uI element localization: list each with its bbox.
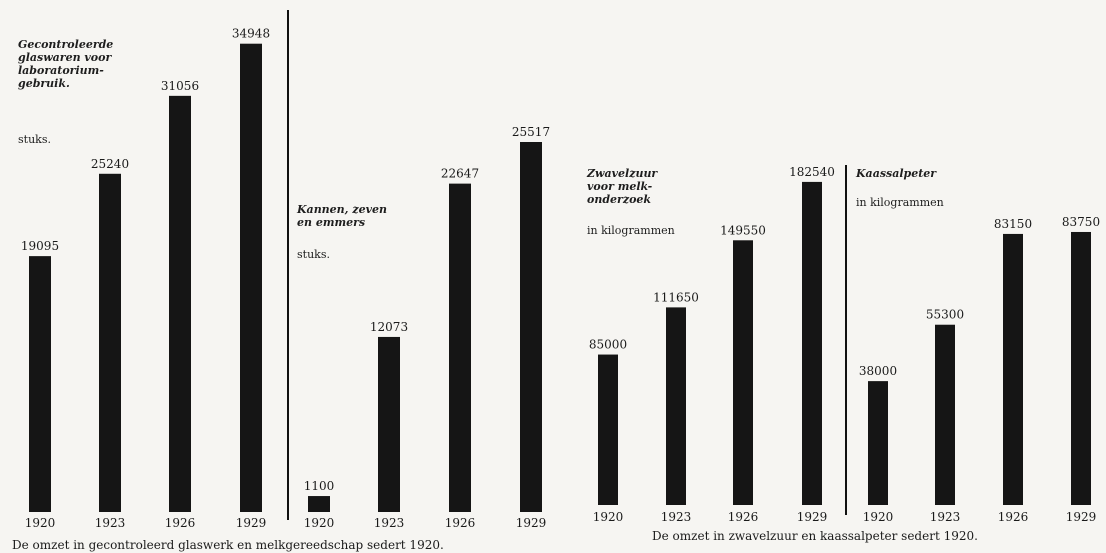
year-label-kannen-1929: 1929 — [516, 516, 547, 530]
year-label-glassware-1926: 1926 — [165, 516, 196, 530]
caption-left: De omzet in gecontroleerd glaswerk en me… — [12, 538, 444, 552]
bar-zwavelzuur-1929 — [802, 181, 822, 505]
value-label-kannen-1929: 25517 — [512, 125, 550, 139]
value-label-zwavelzuur-1929: 182540 — [789, 165, 835, 179]
bar-zwavelzuur-1920 — [598, 354, 618, 505]
bar-glassware-1923 — [99, 173, 121, 512]
year-label-kannen-1926: 1926 — [445, 516, 476, 530]
value-label-kaassalpeter-1926: 83150 — [994, 217, 1032, 231]
bar-glassware-1929 — [240, 43, 262, 512]
bar-zwavelzuur-1923 — [666, 307, 686, 505]
year-label-glassware-1923: 1923 — [95, 516, 126, 530]
bar-zwavelzuur-1926 — [733, 240, 753, 505]
value-label-glassware-1926: 31056 — [161, 79, 199, 93]
year-label-kannen-1920: 1920 — [304, 516, 335, 530]
value-label-glassware-1929: 34948 — [232, 27, 270, 41]
year-label-zwavelzuur-1923: 1923 — [661, 510, 692, 524]
bars-layer: 19095 1920 25240 1923 31056 1926 34948 1929 1100… — [21, 27, 1100, 530]
year-label-zwavelzuur-1920: 1920 — [593, 510, 624, 524]
year-label-zwavelzuur-1926: 1926 — [728, 510, 759, 524]
value-label-kannen-1923: 12073 — [370, 320, 408, 334]
value-label-zwavelzuur-1923: 111650 — [653, 290, 699, 304]
bar-kaassalpeter-1926 — [1003, 233, 1023, 505]
bar-kannen-1926 — [449, 183, 471, 512]
unit-label-zwavelzuur: in kilogrammen — [587, 224, 675, 237]
value-label-kannen-1926: 22647 — [441, 167, 479, 181]
bar-glassware-1926 — [169, 95, 191, 512]
year-label-kaassalpeter-1929: 1929 — [1066, 510, 1097, 524]
bar-kaassalpeter-1920 — [868, 381, 888, 505]
unit-label-glassware: stuks. — [18, 133, 51, 146]
value-label-zwavelzuur-1926: 149550 — [720, 223, 766, 237]
year-label-kannen-1923: 1923 — [374, 516, 405, 530]
unit-label-kannen: stuks. — [297, 248, 330, 261]
value-label-kaassalpeter-1920: 38000 — [859, 364, 897, 378]
value-label-kaassalpeter-1923: 55300 — [926, 308, 964, 322]
chart-title-kaassalpeter: Kaassalpeter — [856, 167, 937, 180]
bar-kaassalpeter-1929 — [1071, 231, 1091, 505]
bar-kannen-1923 — [378, 336, 400, 512]
caption-right: De omzet in zwavelzuur en kaassalpeter s… — [652, 529, 978, 543]
unit-label-kaassalpeter: in kilogrammen — [856, 196, 944, 209]
year-label-glassware-1929: 1929 — [236, 516, 267, 530]
value-label-zwavelzuur-1920: 85000 — [589, 338, 627, 352]
bar-kannen-1920 — [308, 496, 330, 512]
year-label-kaassalpeter-1920: 1920 — [863, 510, 894, 524]
value-label-kannen-1920: 1100 — [304, 479, 335, 493]
bar-kannen-1929 — [520, 142, 542, 513]
chart-title-kannen: Kannen, zeven en emmers — [297, 203, 387, 229]
value-label-kaassalpeter-1929: 83750 — [1062, 215, 1100, 229]
year-label-glassware-1920: 1920 — [25, 516, 56, 530]
year-label-kaassalpeter-1923: 1923 — [930, 510, 961, 524]
chart-title-glassware: Gecontroleerde glaswaren voor laboratori… — [18, 38, 114, 90]
value-label-glassware-1920: 19095 — [21, 239, 59, 253]
year-label-zwavelzuur-1929: 1929 — [797, 510, 828, 524]
value-label-glassware-1923: 25240 — [91, 157, 129, 171]
bar-kaassalpeter-1923 — [935, 324, 955, 505]
year-label-kaassalpeter-1926: 1926 — [998, 510, 1029, 524]
chart-title-zwavelzuur: Zwavelzuur voor melk- onderzoek — [587, 167, 658, 206]
bar-glassware-1920 — [29, 256, 51, 512]
